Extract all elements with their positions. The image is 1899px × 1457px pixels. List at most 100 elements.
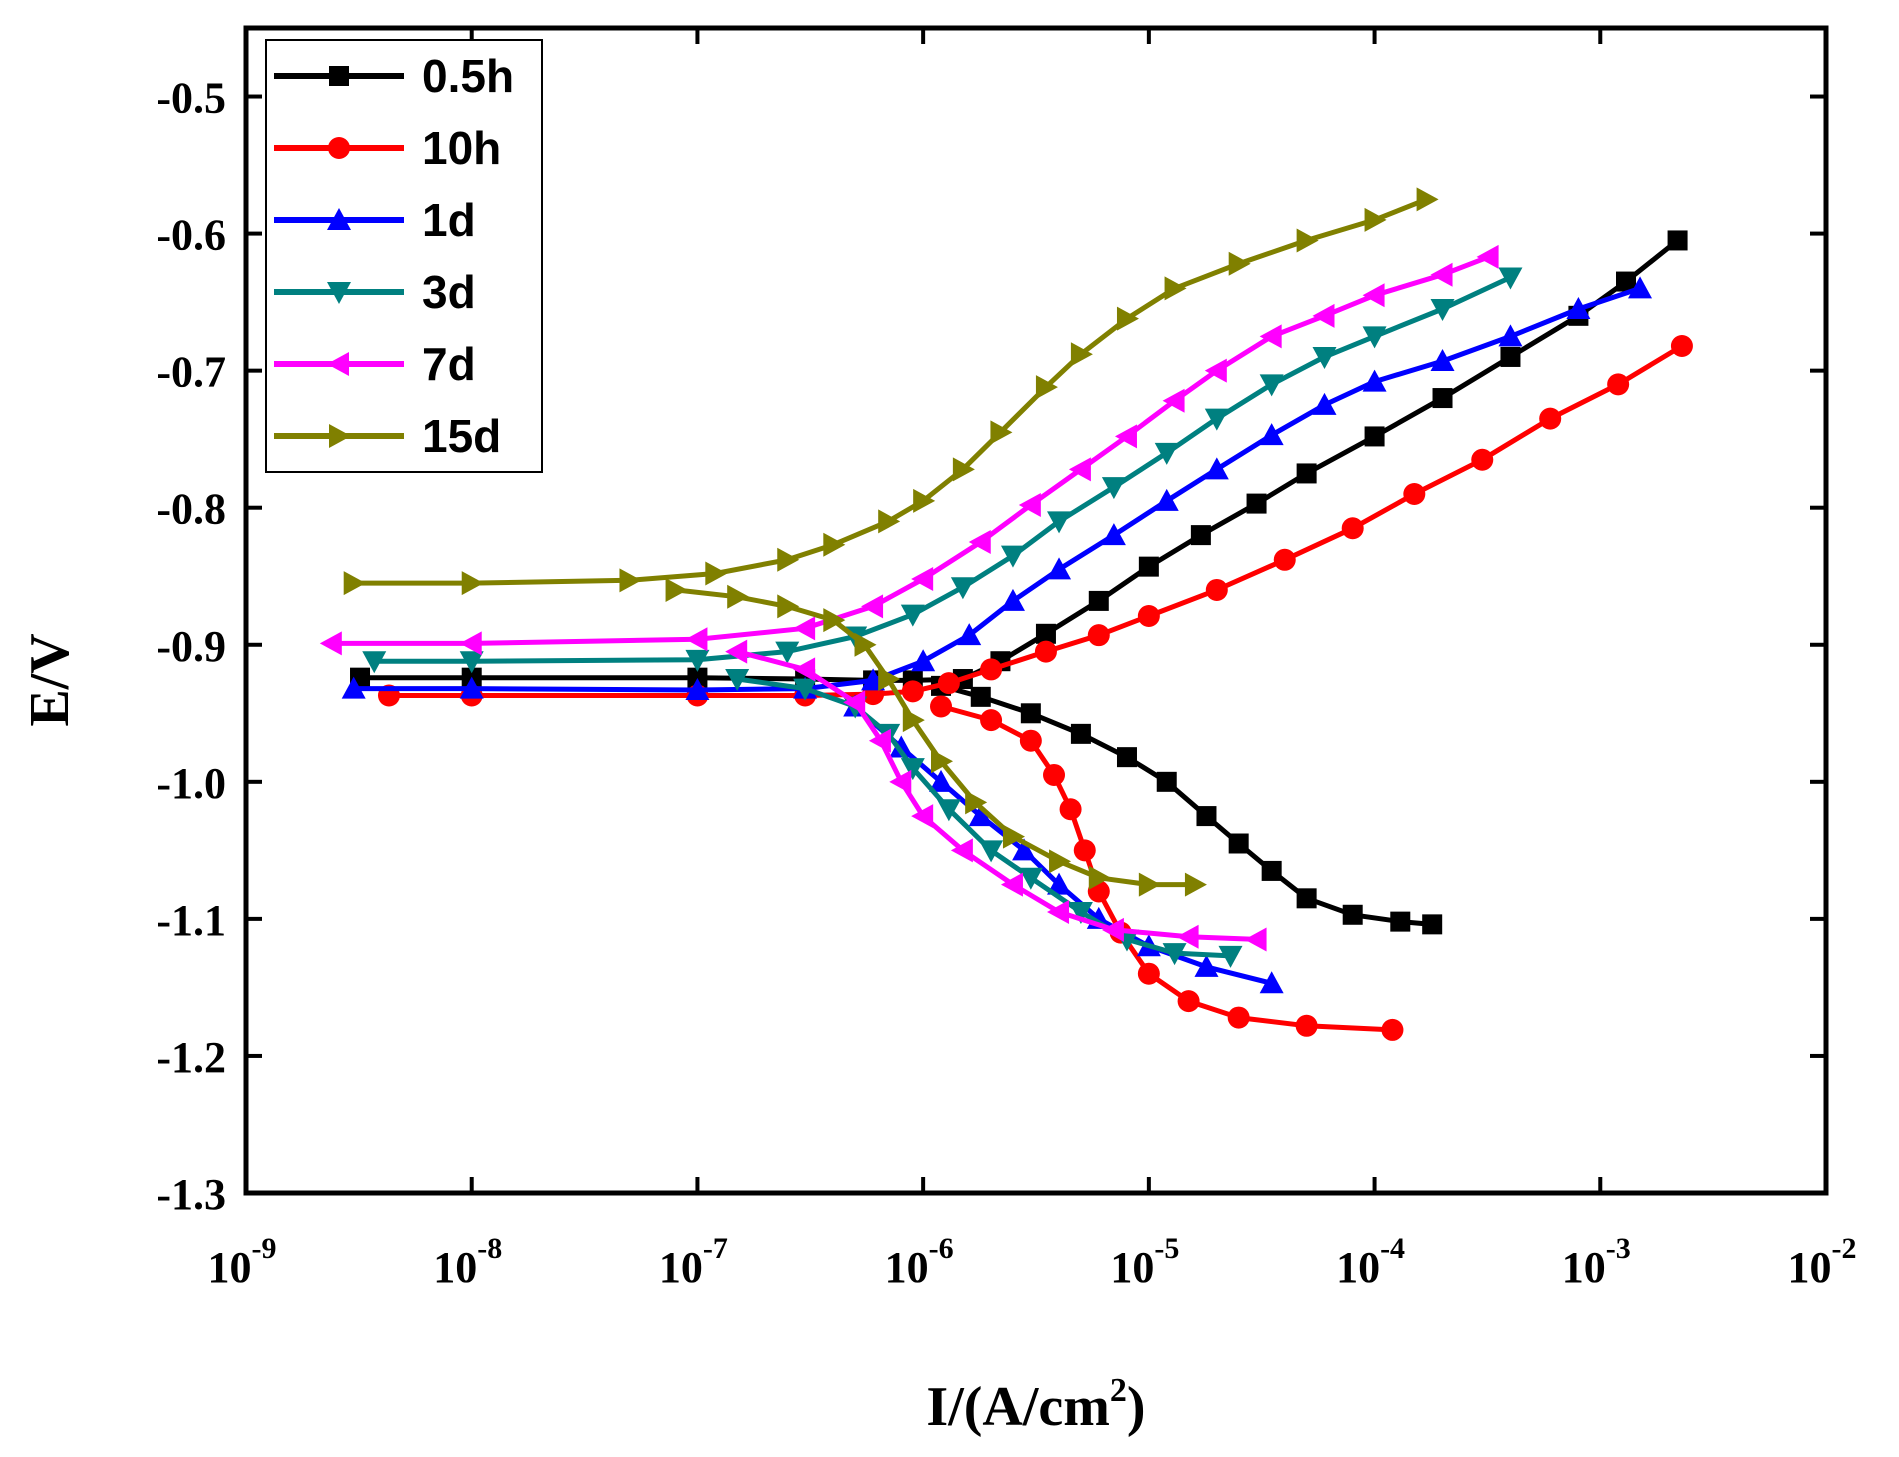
data-point-15d [952, 457, 975, 482]
data-point-10h [1471, 448, 1494, 471]
data-point-10h [1273, 548, 1296, 571]
data-point-1d [968, 804, 993, 827]
data-point-3d [793, 678, 818, 701]
x-tick-label-base: 10 [885, 1243, 929, 1292]
data-point-05h [1088, 590, 1109, 611]
data-point-05h [687, 667, 708, 688]
data-point-05h [1432, 388, 1453, 409]
x-axis-title: I/(A/cm2) [926, 1372, 1145, 1438]
data-point-1d [1628, 276, 1653, 299]
y-tick-label: -0.6 [156, 211, 226, 260]
data-point-7d [843, 690, 866, 715]
data-point-10h [1607, 373, 1630, 396]
y-tick-label: -1.2 [156, 1033, 226, 1082]
data-point-7d [1047, 900, 1070, 925]
data-point-05h [1116, 747, 1137, 768]
data-point-15d [1296, 228, 1319, 253]
data-point-05h [1035, 623, 1056, 644]
data-point-05h [1196, 806, 1217, 827]
legend-swatch-marker [329, 66, 349, 86]
series-line-15d [353, 196, 1428, 586]
data-point-10h [1381, 1018, 1404, 1041]
data-point-15d [965, 790, 988, 815]
series-layer [319, 187, 1693, 1041]
data-point-15d [705, 561, 728, 586]
data-point-10h [1295, 1014, 1318, 1037]
data-point-05h [1138, 556, 1159, 577]
x-tick-label: 10-7 [659, 1232, 728, 1292]
data-point-15d [1184, 872, 1207, 897]
data-point-10h [1403, 483, 1426, 505]
data-point-10h [1137, 962, 1160, 985]
legend-item-05h: 0.5h [274, 50, 514, 102]
data-point-05h [1296, 463, 1317, 484]
data-point-1d [459, 676, 484, 699]
x-tick-label-exponent: -6 [929, 1232, 954, 1265]
x-tick-label-base: 10 [1110, 1243, 1154, 1292]
data-point-1d [1566, 296, 1591, 319]
legend: 0.5h 10h 1d 3d 7d 15d [265, 39, 543, 473]
legend-item-7d: 7d [274, 338, 476, 390]
data-point-3d [685, 649, 710, 672]
data-point-3d [979, 840, 1004, 863]
data-point-3d [936, 799, 961, 822]
data-point-15d [902, 708, 925, 733]
x-tick-label-base: 10 [1562, 1243, 1606, 1292]
data-point-15d [823, 532, 846, 557]
series-15d [343, 187, 1439, 897]
data-point-10h [1019, 729, 1042, 752]
data-point-15d [1049, 849, 1072, 874]
plot-frame [243, 25, 1829, 1196]
data-point-05h [1616, 271, 1637, 292]
data-point-15d [878, 667, 901, 692]
data-point-3d [725, 669, 750, 692]
data-point-3d [900, 604, 925, 627]
legend-label-15d: 15d [422, 410, 501, 462]
data-point-15d [619, 568, 642, 593]
data-point-15d [777, 594, 800, 619]
data-point-10h [1034, 640, 1057, 663]
data-point-3d [1362, 326, 1387, 349]
data-point-7d [950, 838, 973, 863]
data-point-10h [1227, 1006, 1250, 1029]
data-point-1d [1012, 838, 1037, 861]
data-point-1d [1204, 457, 1229, 480]
x-tick-label-exponent: -7 [703, 1232, 728, 1265]
data-point-10h [1137, 604, 1160, 627]
data-point-15d [823, 608, 846, 633]
data-point-3d [362, 651, 387, 674]
legend-label-10h: 10h [422, 122, 501, 174]
data-point-7d [1162, 388, 1185, 413]
data-point-3d [1204, 408, 1229, 431]
data-point-10h [980, 658, 1003, 681]
data-point-10h [1341, 517, 1364, 540]
legend-swatch-marker [327, 282, 351, 304]
data-point-7d [1176, 924, 1199, 949]
data-point-15d [1364, 207, 1387, 232]
series-7d [319, 244, 1499, 952]
legend-swatch-marker [329, 424, 351, 448]
x-tick-label: 10-4 [1336, 1232, 1405, 1292]
x-axis-title-main: I/(A/cm [926, 1376, 1110, 1438]
data-point-1d [1047, 557, 1072, 580]
legend-box [265, 39, 543, 473]
x-tick-label-base: 10 [1336, 1243, 1380, 1292]
y-tick-label: -1.0 [156, 759, 226, 808]
data-point-15d [913, 488, 936, 513]
data-point-10h [1043, 763, 1066, 786]
ticks-layer: 10-9 10-8 10-7 10-6 10-5 10-4 10-3 10-2-0.5-0.6… [156, 28, 1857, 1292]
data-point-7d [1101, 917, 1124, 942]
data-point-15d [931, 749, 954, 774]
legend-label-05h: 0.5h [422, 50, 514, 102]
data-point-05h [1228, 833, 1249, 854]
data-point-10h [930, 695, 953, 718]
legend-label-7d: 7d [422, 338, 476, 390]
data-point-1d [1498, 324, 1523, 347]
data-point-7d [685, 627, 708, 652]
data-point-7d [968, 529, 991, 554]
x-tick-label-exponent: -3 [1606, 1232, 1631, 1265]
data-point-10h [1670, 334, 1693, 357]
data-point-10h [937, 672, 960, 695]
data-point-7d [1018, 492, 1041, 517]
series-line-7d [736, 649, 1257, 942]
